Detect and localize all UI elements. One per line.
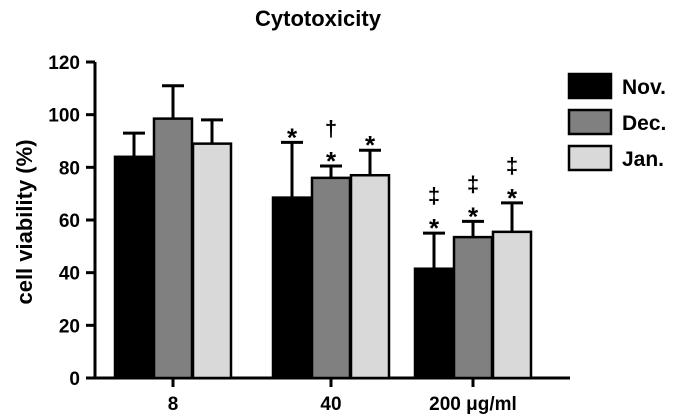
y-tick-label: 40	[59, 264, 80, 285]
significance-star: *	[365, 130, 376, 160]
y-tick-label: 0	[69, 369, 80, 390]
significance-symbol: ‡	[467, 171, 479, 196]
legend-label: Nov.	[622, 76, 666, 99]
significance-star: *	[507, 183, 518, 213]
significance-star: *	[287, 122, 298, 152]
bar	[491, 230, 533, 380]
x-tick-label: 8	[168, 394, 179, 415]
x-tick-label: 40	[320, 394, 341, 415]
bar	[191, 142, 233, 380]
y-axis-label: cell viability (%)	[12, 139, 37, 304]
legend-label: Dec.	[622, 112, 666, 135]
bar	[310, 176, 352, 380]
bar	[413, 267, 455, 380]
x-tick-label: 200 μg/ml	[429, 394, 517, 415]
significance-symbol: †	[325, 116, 337, 141]
significance-symbol: ‡	[506, 153, 518, 178]
significance-star: *	[326, 146, 337, 176]
significance-symbol: ‡	[428, 183, 440, 208]
y-tick-label: 60	[59, 211, 80, 232]
bar	[452, 235, 494, 380]
bar	[152, 117, 194, 380]
bar	[271, 196, 313, 380]
legend-swatch	[567, 108, 613, 136]
legend-swatch	[567, 72, 613, 100]
y-tick-label: 20	[59, 316, 80, 337]
y-tick-label: 120	[48, 53, 80, 74]
chart-title: Cytotoxicity	[255, 6, 382, 31]
bar	[113, 155, 155, 380]
significance-star: *	[468, 201, 479, 231]
y-tick-label: 100	[48, 106, 80, 127]
bar	[349, 173, 391, 380]
legend-swatch	[567, 144, 613, 172]
y-tick-label: 80	[59, 158, 80, 179]
legend-label: Jan.	[622, 148, 664, 171]
significance-star: *	[429, 213, 440, 243]
